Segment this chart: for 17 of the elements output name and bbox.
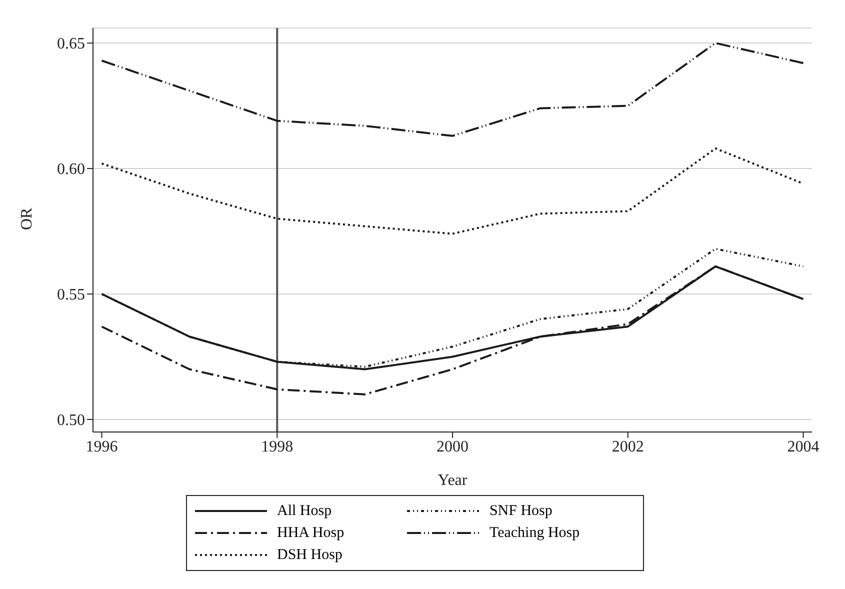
legend-label: Teaching Hosp — [489, 524, 580, 542]
legend-label: HHA Hosp — [277, 524, 344, 542]
x-tick-label: 2002 — [612, 438, 644, 456]
y-tick-label: 0.55 — [57, 286, 85, 304]
y-axis-title: OR — [18, 207, 36, 230]
x-axis-title: Year — [438, 472, 468, 489]
legend-label: All Hosp — [277, 502, 332, 520]
y-tick-label: 0.50 — [57, 412, 85, 430]
y-tick-label: 0.65 — [57, 36, 85, 53]
line-series — [100, 42, 804, 137]
x-tick-label: 2000 — [436, 438, 468, 456]
x-tick-label: 1996 — [86, 438, 118, 456]
x-tick-label: 1998 — [261, 438, 294, 456]
x-tick-label: 2004 — [787, 438, 820, 456]
legend-label: DSH Hosp — [277, 546, 342, 564]
legend-label: SNF Hosp — [489, 502, 552, 520]
y-tick-label: 0.60 — [57, 161, 85, 178]
